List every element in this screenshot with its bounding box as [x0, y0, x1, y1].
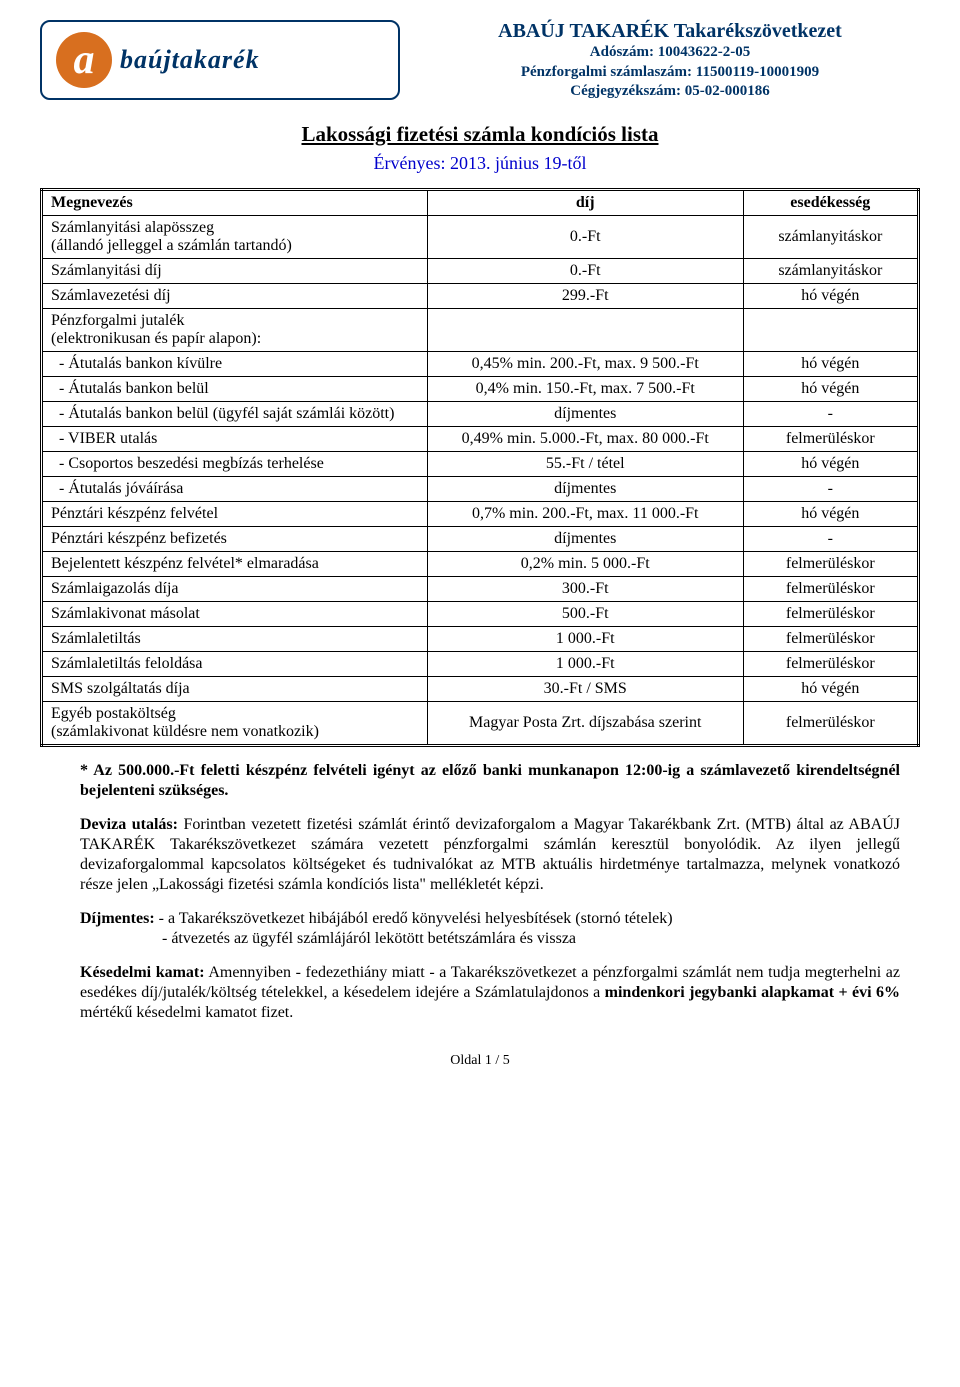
cell-name: Számlaigazolás díja: [42, 576, 428, 601]
cell-due: felmerüléskor: [743, 576, 918, 601]
cell-fee: 30.-Ft / SMS: [427, 676, 743, 701]
table-row: Számlavezetési díj299.-Fthó végén: [42, 283, 919, 308]
table-row: Pénztári készpénz felvétel0,7% min. 200.…: [42, 501, 919, 526]
cell-name: - Átutalás bankon belül: [42, 376, 428, 401]
table-row: - Átutalás bankon belül0,4% min. 150.-Ft…: [42, 376, 919, 401]
table-row: Egyéb postaköltség(számlakivonat küldésr…: [42, 701, 919, 745]
cell-due: felmerüléskor: [743, 626, 918, 651]
table-row: Számlanyitási díj0.-Ftszámlanyitáskor: [42, 258, 919, 283]
cell-due: felmerüléskor: [743, 601, 918, 626]
cell-name: SMS szolgáltatás díja: [42, 676, 428, 701]
page-number: Oldal 1 / 5: [40, 1053, 920, 1069]
table-row: Pénzforgalmi jutalék(elektronikusan és p…: [42, 308, 919, 351]
cell-fee: díjmentes: [427, 526, 743, 551]
document-title: Lakossági fizetési számla kondíciós list…: [40, 122, 920, 147]
cell-fee: 0,45% min. 200.-Ft, max. 9 500.-Ft: [427, 351, 743, 376]
cell-name: Bejelentett készpénz felvétel* elmaradás…: [42, 551, 428, 576]
cell-name: - Csoportos beszedési megbízás terhelése: [42, 451, 428, 476]
table-row: Pénztári készpénz befizetésdíjmentes-: [42, 526, 919, 551]
table-row: - Átutalás bankon belül (ügyfél saját sz…: [42, 401, 919, 426]
cell-fee: 0,4% min. 150.-Ft, max. 7 500.-Ft: [427, 376, 743, 401]
table-row: SMS szolgáltatás díja30.-Ft / SMShó végé…: [42, 676, 919, 701]
col-header-name: Megnevezés: [42, 189, 428, 215]
cell-due: [743, 308, 918, 351]
cell-name: Számlanyitási díj: [42, 258, 428, 283]
cell-due: számlanyitáskor: [743, 258, 918, 283]
cell-fee: 1 000.-Ft: [427, 626, 743, 651]
cell-name: Számlanyitási alapösszeg(állandó jellegg…: [42, 215, 428, 258]
cell-fee: Magyar Posta Zrt. díjszabása szerint: [427, 701, 743, 745]
company-account: Pénzforgalmi számlaszám: 11500119-100019…: [420, 63, 920, 83]
notes-section: * Az 500.000.-Ft feletti készpénz felvét…: [80, 761, 900, 1023]
cell-name: - VIBER utalás: [42, 426, 428, 451]
cell-due: számlanyitáskor: [743, 215, 918, 258]
cell-fee: 0,2% min. 5 000.-Ft: [427, 551, 743, 576]
document-header: a baújtakarék ABAÚJ TAKARÉK Takarékszöve…: [40, 20, 920, 102]
col-header-due: esedékesség: [743, 189, 918, 215]
cell-due: felmerüléskor: [743, 426, 918, 451]
logo-wordmark: baújtakarék: [120, 45, 260, 75]
cell-fee: [427, 308, 743, 351]
cell-due: hó végén: [743, 676, 918, 701]
table-row: Számlaletiltás1 000.-Ftfelmerüléskor: [42, 626, 919, 651]
note-dijmentes: Díjmentes: - a Takarékszövetkezet hibájá…: [80, 909, 900, 949]
cell-fee: 55.-Ft / tétel: [427, 451, 743, 476]
cell-due: felmerüléskor: [743, 701, 918, 745]
table-row: - Csoportos beszedési megbízás terhelése…: [42, 451, 919, 476]
cell-due: felmerüléskor: [743, 551, 918, 576]
cell-name: Számlavezetési díj: [42, 283, 428, 308]
cell-name: - Átutalás bankon kívülre: [42, 351, 428, 376]
cell-fee: 299.-Ft: [427, 283, 743, 308]
cell-due: -: [743, 476, 918, 501]
cell-due: hó végén: [743, 351, 918, 376]
table-row: Számlakivonat másolat500.-Ftfelmerülésko…: [42, 601, 919, 626]
cell-due: -: [743, 526, 918, 551]
col-header-fee: díj: [427, 189, 743, 215]
cell-name: Egyéb postaköltség(számlakivonat küldésr…: [42, 701, 428, 745]
table-row: - Átutalás bankon kívülre0,45% min. 200.…: [42, 351, 919, 376]
company-info: ABAÚJ TAKARÉK Takarékszövetkezet Adószám…: [420, 20, 920, 102]
table-row: Bejelentett készpénz felvétel* elmaradás…: [42, 551, 919, 576]
cell-fee: 0.-Ft: [427, 215, 743, 258]
table-row: Számlanyitási alapösszeg(állandó jellegg…: [42, 215, 919, 258]
note-asterisk: * Az 500.000.-Ft feletti készpénz felvét…: [80, 761, 900, 801]
fee-table: Megnevezés díj esedékesség Számlanyitási…: [40, 188, 920, 747]
note-deviza: Deviza utalás: Forintban vezetett fizeté…: [80, 815, 900, 895]
cell-name: - Átutalás bankon belül (ügyfél saját sz…: [42, 401, 428, 426]
company-tax: Adószám: 10043622-2-05: [420, 43, 920, 63]
cell-fee: 0,7% min. 200.-Ft, max. 11 000.-Ft: [427, 501, 743, 526]
table-row: - Átutalás jóváírásadíjmentes-: [42, 476, 919, 501]
cell-fee: 300.-Ft: [427, 576, 743, 601]
cell-name: Pénztári készpénz felvétel: [42, 501, 428, 526]
cell-due: -: [743, 401, 918, 426]
table-row: Számlaigazolás díja300.-Ftfelmerüléskor: [42, 576, 919, 601]
cell-fee: 0,49% min. 5.000.-Ft, max. 80 000.-Ft: [427, 426, 743, 451]
cell-name: Számlakivonat másolat: [42, 601, 428, 626]
cell-due: felmerüléskor: [743, 651, 918, 676]
cell-due: hó végén: [743, 451, 918, 476]
valid-from: Érvényes: 2013. június 19-től: [40, 153, 920, 174]
company-logo: a baújtakarék: [40, 20, 400, 100]
logo-mark-icon: a: [56, 32, 112, 88]
cell-name: Pénztári készpénz befizetés: [42, 526, 428, 551]
cell-fee: díjmentes: [427, 476, 743, 501]
cell-fee: 500.-Ft: [427, 601, 743, 626]
cell-name: - Átutalás jóváírása: [42, 476, 428, 501]
cell-name: Számlaletiltás: [42, 626, 428, 651]
company-reg: Cégjegyzékszám: 05-02-000186: [420, 82, 920, 102]
note-kesedelmi: Késedelmi kamat: Amennyiben - fedezethiá…: [80, 963, 900, 1023]
cell-fee: díjmentes: [427, 401, 743, 426]
cell-name: Pénzforgalmi jutalék(elektronikusan és p…: [42, 308, 428, 351]
cell-fee: 1 000.-Ft: [427, 651, 743, 676]
table-header-row: Megnevezés díj esedékesség: [42, 189, 919, 215]
company-name: ABAÚJ TAKARÉK Takarékszövetkezet: [420, 20, 920, 43]
table-row: - VIBER utalás0,49% min. 5.000.-Ft, max.…: [42, 426, 919, 451]
cell-fee: 0.-Ft: [427, 258, 743, 283]
cell-name: Számlaletiltás feloldása: [42, 651, 428, 676]
cell-due: hó végén: [743, 283, 918, 308]
table-row: Számlaletiltás feloldása1 000.-Ftfelmerü…: [42, 651, 919, 676]
cell-due: hó végén: [743, 376, 918, 401]
cell-due: hó végén: [743, 501, 918, 526]
